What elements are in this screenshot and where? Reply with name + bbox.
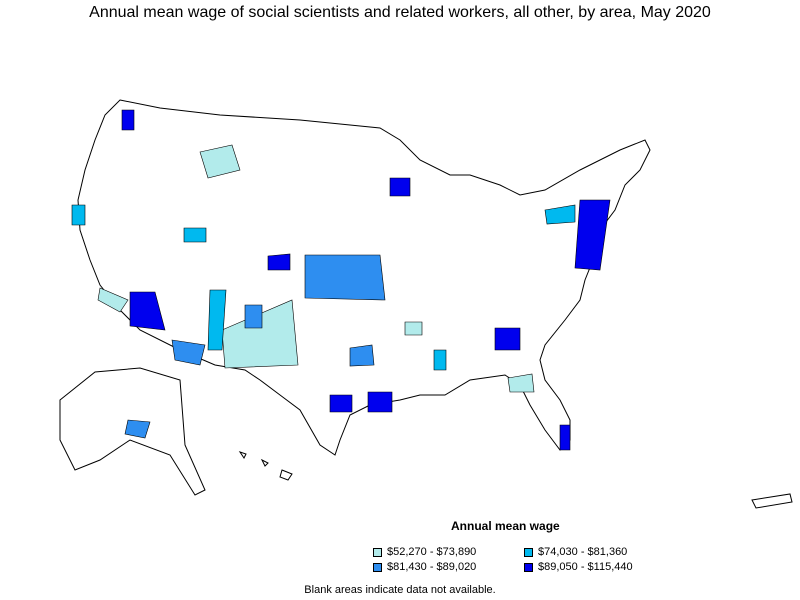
legend-item-range-2: $74,030 - $81,360 [524,546,627,558]
footnote: Blank areas indicate data not available. [304,584,496,596]
areas-89050-115440 [121,109,611,451]
legend-label-range-1: $52,270 - $73,890 [387,546,477,558]
legend-label-range-4: $89,050 - $115,440 [538,561,633,573]
areas-81430-89020 [124,254,386,439]
areas-52270-73890 [97,144,535,393]
areas-74030-81360 [71,204,576,371]
legend-swatch-range-3 [373,562,382,572]
legend-swatch-range-4 [524,562,533,572]
legend-swatch-range-2 [524,547,533,557]
legend-item-range-4: $89,050 - $115,440 [524,561,633,573]
legend-label-range-2: $74,030 - $81,360 [538,546,628,558]
legend-item-range-3: $81,430 - $89,020 [373,561,476,573]
puerto-rico [751,493,793,509]
legend-label-range-3: $81,430 - $89,020 [387,561,477,573]
legend-swatch-range-1 [373,547,382,557]
map-title: Annual mean wage of social scientists an… [89,4,711,21]
hawaii-islands [238,451,293,481]
legend-title: Annual mean wage [451,519,560,533]
legend-item-range-1: $52,270 - $73,890 [373,546,476,558]
